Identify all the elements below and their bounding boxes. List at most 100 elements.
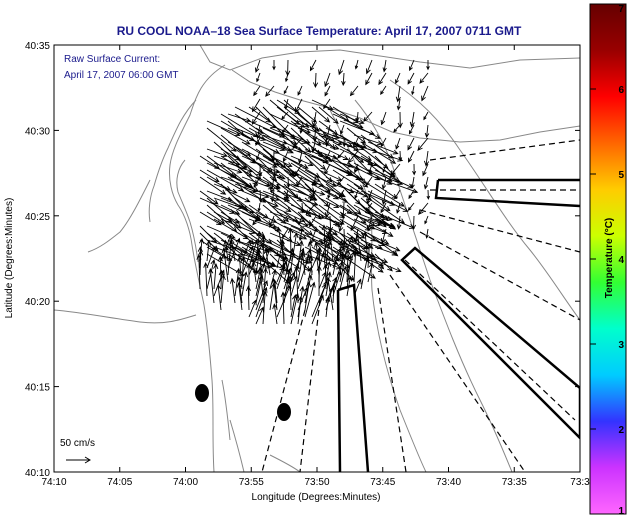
current-vector: [294, 98, 303, 114]
current-vector: [418, 202, 429, 216]
current-vector: [284, 98, 289, 110]
current-vector: [253, 85, 261, 97]
current-vector: [206, 169, 245, 192]
y-tick-label: 40:30: [25, 126, 50, 137]
y-axis-ticks: 40:35 40:30 40:25 40:20 40:15 40:10: [25, 41, 580, 479]
current-vector: [234, 113, 264, 134]
current-vector: [196, 254, 202, 290]
current-vector: [380, 111, 387, 126]
current-vector: [411, 215, 416, 231]
current-vector: [421, 85, 429, 102]
current-vector: [271, 277, 278, 311]
current-vector: [339, 113, 365, 125]
scale-label: 50 cm/s: [60, 438, 95, 449]
current-vector: [304, 281, 316, 318]
current-vector: [309, 189, 317, 202]
current-vector: [297, 85, 303, 96]
current-vector: [241, 190, 279, 207]
current-vector: [241, 148, 278, 168]
current-vector: [325, 271, 332, 297]
current-vector: [324, 202, 331, 219]
current-vector: [297, 120, 340, 139]
current-vector: [419, 72, 429, 84]
current-vector: [257, 266, 264, 297]
current-vector: [353, 228, 359, 244]
y-axis-label: Latitude (Degrees:Minutes): [4, 198, 15, 319]
current-vector: [360, 190, 396, 206]
current-vector: [338, 215, 345, 233]
current-vector: [269, 183, 290, 199]
current-vector: [227, 162, 253, 173]
current-vector: [292, 137, 303, 150]
current-vector: [355, 111, 360, 122]
current-vector: [255, 137, 261, 146]
current-vector: [272, 303, 278, 325]
current-vector: [256, 72, 261, 83]
current-vector: [309, 228, 317, 245]
current-vector: [262, 204, 287, 225]
current-vector: [426, 60, 430, 71]
current-vector: [254, 59, 261, 73]
x-tick-label: 73:3: [570, 477, 590, 488]
current-vector: [276, 218, 305, 232]
current-vector: [241, 271, 249, 297]
current-vector: [290, 232, 299, 269]
x-tick-label: 73:35: [502, 477, 527, 488]
current-vector: [339, 246, 378, 261]
current-vector: [311, 141, 349, 160]
current-vector: [332, 106, 359, 124]
current-vector: [394, 189, 401, 200]
x-tick-label: 73:55: [239, 477, 264, 488]
current-vector: [346, 254, 353, 290]
current-vector: [332, 183, 369, 198]
current-vector: [354, 59, 359, 70]
current-vector: [284, 72, 289, 83]
current-vector: [265, 85, 275, 97]
current-vector: [337, 150, 345, 159]
current-vector: [423, 150, 430, 167]
current-vector: [424, 124, 430, 139]
current-vector: [365, 59, 373, 75]
current-vector: [255, 124, 261, 140]
current-vector: [426, 189, 431, 200]
current-vector: [324, 85, 331, 97]
current-vector: [367, 141, 399, 155]
current-vector: [311, 106, 331, 123]
current-vector: [423, 176, 429, 190]
current-vector: [236, 276, 243, 304]
current-vector: [366, 189, 373, 205]
colorbar-tick-label: 7: [618, 4, 624, 15]
current-vector: [327, 215, 334, 233]
current-vector: [346, 275, 353, 297]
current-vector: [325, 134, 354, 148]
current-vector: [251, 260, 257, 283]
current-vector: [381, 176, 387, 190]
current-vector: [300, 252, 306, 276]
current-vector: [327, 230, 334, 262]
colorbar-tick-label: 5: [618, 170, 624, 181]
current-vector: [256, 248, 264, 283]
current-vector: [283, 85, 289, 95]
current-vector: [367, 262, 374, 283]
current-vector: [337, 176, 345, 186]
current-vector: [339, 253, 376, 279]
current-vector: [374, 225, 394, 237]
current-vector: [346, 120, 381, 139]
current-vector: [380, 85, 387, 95]
current-vector: [408, 189, 415, 200]
current-vector: [304, 281, 312, 311]
current-vector: [251, 98, 261, 113]
current-vector: [325, 162, 365, 181]
current-vector: [353, 246, 359, 283]
current-vector: [412, 163, 417, 176]
current-vector: [365, 72, 373, 86]
scale-arrow: [66, 456, 91, 464]
current-vector: [206, 127, 237, 152]
current-vector: [257, 202, 261, 213]
current-vector: [380, 137, 387, 148]
current-vector: [213, 162, 243, 174]
current-vector: [262, 169, 286, 180]
current-vector-field: [196, 59, 431, 325]
current-vector: [331, 283, 337, 304]
